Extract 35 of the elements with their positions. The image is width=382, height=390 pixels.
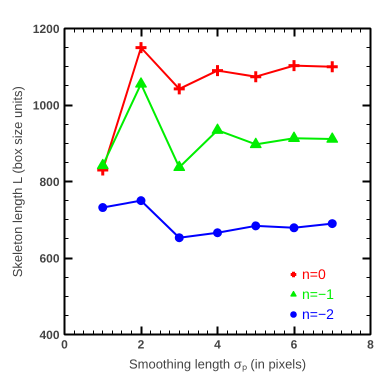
point — [325, 60, 340, 74]
point — [210, 64, 224, 78]
point — [248, 70, 263, 84]
x-tick-label: 2 — [138, 338, 145, 352]
point — [287, 58, 301, 73]
point — [251, 221, 260, 230]
point — [328, 219, 337, 228]
y-tick-label: 800 — [39, 175, 60, 189]
point — [134, 40, 148, 55]
y-tick-label: 400 — [39, 328, 60, 342]
point — [326, 132, 338, 143]
x-tick-label: 4 — [214, 338, 222, 352]
point — [213, 228, 222, 238]
y-tick-label: 1000 — [32, 98, 60, 112]
y-axis-title: Skeleton length L (box size units) — [10, 86, 25, 278]
point — [135, 77, 147, 88]
point — [174, 233, 184, 242]
point — [290, 223, 298, 232]
x-tick-label: 6 — [290, 338, 298, 352]
point — [98, 203, 108, 212]
x-axis-title: Smoothing length σₚ (in pixels) — [128, 356, 306, 372]
legend-label: n=−1 — [302, 286, 334, 302]
point — [212, 123, 224, 134]
point — [173, 160, 186, 172]
point — [172, 82, 186, 96]
x-tick-label: 0 — [61, 338, 68, 352]
y-tick-label: 1200 — [32, 22, 60, 36]
y-tick-label: 600 — [39, 252, 60, 266]
point — [96, 158, 109, 170]
x-tick-label: 8 — [367, 338, 374, 352]
point — [288, 131, 300, 142]
legend-label: n=−2 — [302, 306, 334, 322]
point — [136, 196, 146, 206]
point — [250, 138, 262, 148]
legend-label: n=0 — [302, 266, 326, 282]
